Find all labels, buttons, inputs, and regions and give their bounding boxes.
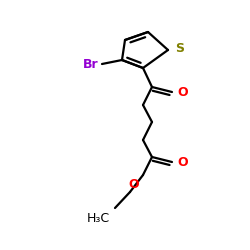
Text: Br: Br (84, 58, 99, 70)
Text: O: O (177, 86, 188, 98)
Text: H₃C: H₃C (87, 212, 110, 225)
Text: O: O (128, 178, 139, 191)
Text: O: O (177, 156, 188, 168)
Text: S: S (175, 42, 184, 54)
